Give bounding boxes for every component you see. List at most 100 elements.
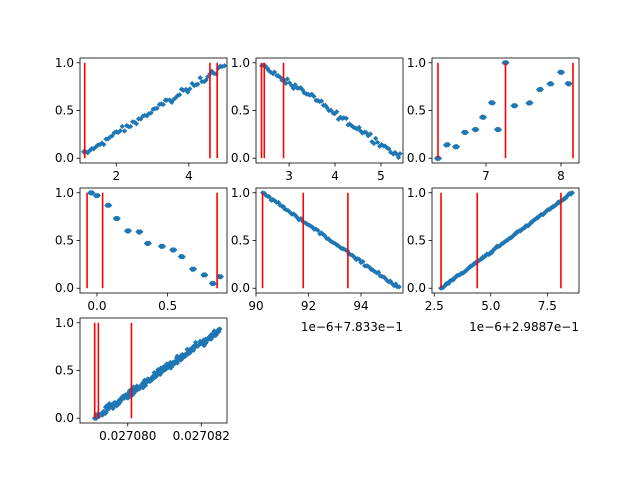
subplot-6: 0.0 0.5 1.0 2.5 5.0 7.5 1e−6+2.9887e−1 [407, 186, 580, 334]
data-point [567, 81, 573, 87]
y-tick-label: 0.5 [407, 104, 426, 118]
subplot-7: 0.0 0.5 1.0 0.027080 0.027082 [55, 316, 230, 443]
data-point [133, 121, 140, 127]
y-tick-label: 0.5 [231, 104, 250, 118]
data-point [311, 93, 317, 100]
y-tick-label: 0.5 [407, 234, 426, 248]
data-point [195, 81, 201, 87]
y-tick-label: 1.0 [407, 56, 426, 70]
data-point [160, 243, 167, 249]
data-point [203, 272, 209, 278]
data-point [211, 280, 217, 287]
data-point [334, 109, 340, 115]
data-point [292, 82, 298, 88]
x-tick-label: 92 [301, 299, 316, 313]
data-point [569, 190, 575, 196]
x-tick-label: 4 [331, 169, 339, 183]
data-point [115, 215, 121, 222]
subplot-4: 0.0 0.5 1.0 0.0 0.5 [55, 186, 228, 313]
data-point [559, 69, 566, 75]
data-point [549, 81, 555, 87]
data-point [343, 115, 349, 121]
x-tick-label: 0.027080 [99, 429, 156, 443]
data-point [95, 192, 102, 199]
x-tick-label: 0.0 [87, 299, 106, 313]
x-tick-label: 0.027082 [173, 429, 230, 443]
data-point [375, 269, 382, 275]
y-tick-label: 0.0 [407, 281, 426, 295]
y-tick-label: 1.0 [55, 56, 74, 70]
x-tick-label: 5 [377, 169, 385, 183]
y-tick-label: 0.0 [231, 281, 250, 295]
data-point [356, 124, 362, 130]
x-tick-label: 5.0 [481, 299, 500, 313]
y-tick-label: 0.5 [55, 364, 74, 378]
data-point [445, 142, 452, 148]
data-point [138, 229, 144, 235]
data-point [321, 232, 328, 239]
subplot-1: 0.0 0.5 1.0 2 4 [55, 56, 228, 183]
data-point [395, 154, 402, 161]
data-point [388, 149, 394, 155]
data-point [117, 128, 123, 134]
y-tick-label: 1.0 [407, 186, 426, 200]
data-point [121, 128, 128, 134]
x-tick-label: 0.5 [158, 299, 177, 313]
subplot-5: 0.0 0.5 1.0 90 92 94 1e−6+7.833e−1 [231, 186, 404, 334]
x-tick-label: 3 [285, 169, 293, 183]
data-point [386, 146, 392, 152]
data-point [378, 142, 385, 148]
y-tick-label: 0.5 [55, 104, 74, 118]
x-tick-label: 7.5 [538, 299, 557, 313]
data-point [356, 256, 362, 262]
data-point [172, 247, 178, 253]
data-point [275, 73, 281, 79]
y-tick-label: 0.0 [55, 411, 74, 425]
data-point [454, 144, 461, 150]
data-point [154, 105, 160, 111]
data-point [187, 86, 193, 92]
data-point [271, 69, 278, 75]
y-tick-label: 0.0 [55, 281, 74, 295]
data-point [474, 126, 480, 133]
y-tick-label: 0.0 [231, 151, 250, 165]
x-offset-label: 1e−6+2.9887e−1 [469, 320, 579, 334]
y-tick-label: 0.5 [55, 234, 74, 248]
y-tick-label: 0.5 [231, 234, 250, 248]
data-point [148, 110, 154, 116]
data-point [496, 127, 503, 133]
y-tick-label: 1.0 [231, 56, 250, 70]
data-point [315, 227, 321, 233]
x-tick-label: 94 [353, 299, 368, 313]
data-point [286, 80, 293, 86]
data-point [127, 123, 134, 130]
x-tick-label: 2.5 [425, 299, 444, 313]
data-point [109, 133, 115, 139]
y-tick-label: 1.0 [55, 316, 74, 330]
data-point [504, 60, 510, 66]
y-tick-label: 0.0 [407, 151, 426, 165]
x-tick-label: 90 [248, 299, 263, 313]
data-point [176, 92, 183, 98]
x-tick-label: 2 [112, 169, 120, 183]
data-point [218, 274, 225, 280]
data-point [481, 114, 488, 120]
data-point [217, 326, 223, 332]
data-point [221, 63, 228, 69]
data-point [197, 75, 203, 81]
data-point [363, 130, 369, 136]
x-offset-label: 1e−6+7.833e−1 [301, 320, 403, 334]
y-tick-label: 1.0 [231, 186, 250, 200]
data-point [397, 151, 403, 157]
data-point [490, 100, 497, 106]
data-point [318, 98, 325, 104]
data-point [513, 103, 519, 109]
data-point [185, 89, 191, 95]
data-point [180, 254, 186, 260]
data-point [191, 266, 198, 272]
data-point [119, 123, 125, 130]
y-tick-label: 0.0 [55, 151, 74, 165]
data-point [396, 284, 402, 290]
data-point [373, 135, 379, 141]
